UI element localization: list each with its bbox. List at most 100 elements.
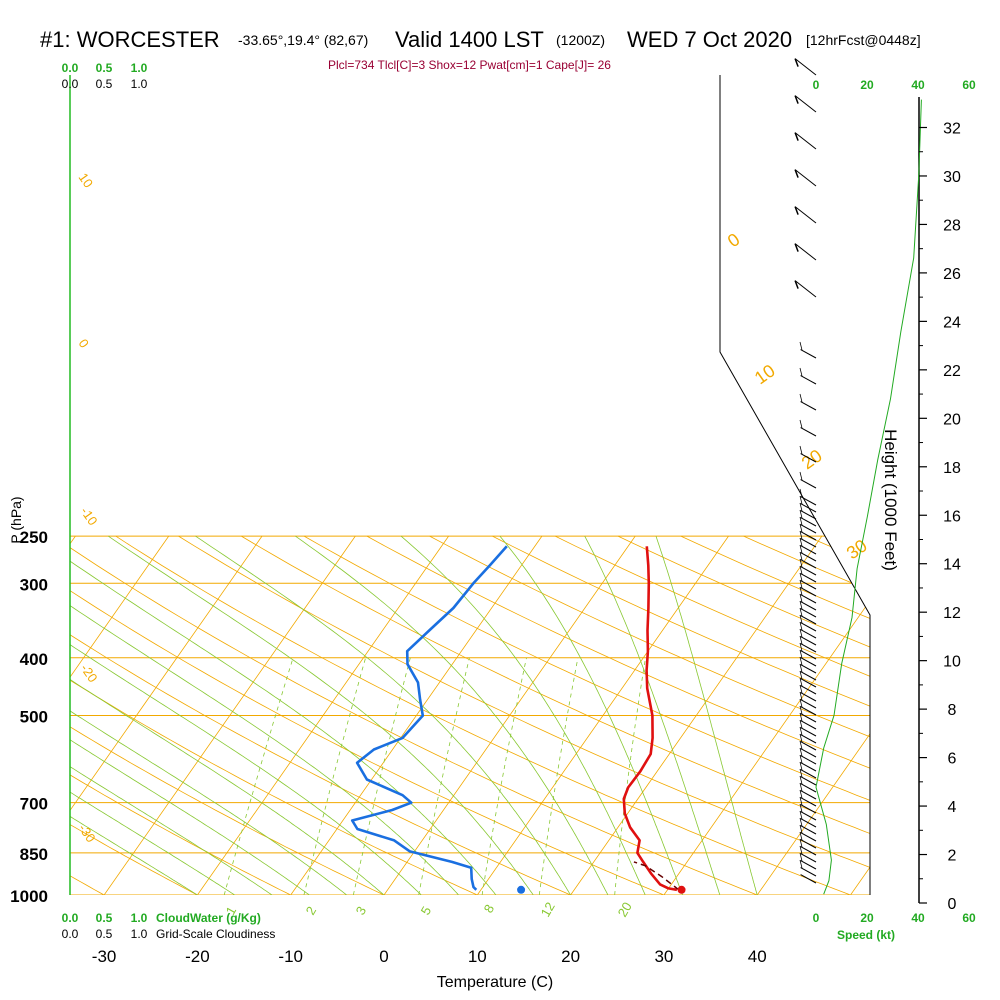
moist-adiabat-line — [70, 535, 347, 895]
height-tick-label: 4 — [948, 799, 957, 816]
pressure-tick-label: 500 — [20, 708, 48, 727]
dewpoint-surface-marker — [517, 885, 526, 894]
moist-adiabat-line — [70, 535, 273, 895]
station-name: #1: WORCESTER — [40, 27, 220, 52]
wind-barb — [800, 503, 817, 513]
height-tick-label: 24 — [943, 314, 961, 331]
cloud-water-top-tick: 0.0 — [62, 61, 79, 75]
wind-barb — [800, 650, 817, 660]
forecast-date: WED 7 Oct 2020 — [627, 27, 793, 52]
moist-adiabat-line — [655, 535, 758, 895]
speed-bottom-tick: 20 — [860, 911, 874, 925]
wind-barb-tick — [799, 367, 803, 377]
mixing-ratio-label: 12 — [538, 899, 558, 919]
wind-barb — [800, 401, 817, 411]
wind-barb — [800, 685, 817, 695]
pressure-tick-label: 1000 — [10, 887, 48, 906]
wind-barb-flag — [794, 243, 799, 252]
wind-barb — [800, 496, 817, 506]
wind-barb-flag — [794, 95, 799, 104]
diagram-background-lines — [70, 535, 870, 895]
temperature-profile — [622, 546, 678, 892]
height-tick-label: 18 — [943, 460, 961, 477]
wind-barb-tick — [799, 530, 803, 540]
wind-barb-tick — [799, 859, 803, 869]
speed-top-tick: 0 — [813, 78, 820, 92]
wind-barb — [800, 531, 817, 541]
height-tick-label: 28 — [943, 217, 961, 234]
wind-barb-tick — [799, 796, 803, 806]
mixing-ratio-line — [614, 657, 646, 895]
wind-barb — [800, 479, 817, 489]
mixing-ratio-label: 8 — [481, 902, 498, 916]
wind-barb — [800, 664, 817, 674]
wind-barb — [800, 818, 817, 828]
pressure-tick-label: 250 — [20, 528, 48, 547]
wind-barb-tick — [799, 817, 803, 827]
wind-barb-flag — [794, 206, 799, 215]
dry-adiabat-label: 10 — [76, 170, 97, 190]
wind-barb-tick — [799, 393, 803, 403]
wind-barb-tick — [799, 565, 803, 575]
height-tick-label: 0 — [948, 896, 957, 913]
wind-barb-tick — [799, 677, 803, 687]
wind-barb — [800, 349, 817, 359]
wind-barb-tick — [799, 684, 803, 694]
wind-speed-line — [815, 99, 922, 895]
wind-barb — [800, 587, 817, 597]
wind-barb — [800, 734, 817, 744]
wind-barb — [800, 601, 817, 611]
speed-axis-title: Speed (kt) — [837, 928, 895, 942]
chart-title: #1: WORCESTER -33.65°,19.4° (82,67) Vali… — [0, 27, 1000, 61]
wind-barb-tick — [799, 754, 803, 764]
pressure-tick-label: 700 — [20, 795, 48, 814]
height-tick-label: 12 — [943, 605, 961, 622]
moist-adiabat-line — [70, 535, 310, 895]
height-tick-label: 16 — [943, 508, 961, 525]
sounding-profiles — [350, 545, 680, 892]
dry-adiabat-label: -30 — [76, 821, 99, 845]
wind-barb — [800, 755, 817, 765]
wind-barb-flag — [794, 169, 799, 178]
wind-barb — [800, 545, 817, 555]
surface-markers — [517, 885, 686, 894]
wind-barb — [800, 825, 817, 835]
mixing-ratio-label: 20 — [615, 899, 635, 919]
frame-right-edge — [719, 75, 871, 895]
wind-barb-tick — [799, 691, 803, 701]
wind-barb — [800, 769, 817, 779]
wind-barb — [800, 552, 817, 562]
wind-barbs — [794, 58, 817, 884]
wind-barb — [800, 559, 817, 569]
height-tick-label: 30 — [943, 169, 961, 186]
height-tick-label: 10 — [943, 654, 961, 671]
dry-adiabat-label: -10 — [78, 504, 101, 528]
wind-barb — [800, 874, 817, 884]
station-coords: -33.65°,19.4° (82,67) — [238, 32, 369, 48]
wind-barb-tick — [799, 789, 803, 799]
dry-adiabat-line — [70, 535, 665, 895]
moist-adiabat-label: 30 — [843, 535, 871, 563]
wind-barb — [800, 776, 817, 786]
mixing-ratio-line — [418, 657, 470, 895]
speed-top-tick: 40 — [911, 78, 925, 92]
wind-barb — [800, 594, 817, 604]
wind-barb — [800, 580, 817, 590]
height-tick-label: 32 — [943, 121, 961, 138]
height-tick-label: 22 — [943, 363, 961, 380]
pressure-tick-label: 850 — [20, 845, 48, 864]
height-tick-label: 2 — [948, 848, 957, 865]
cloudiness-top-tick: 0.0 — [62, 77, 79, 91]
temperature-tick-label: 10 — [468, 947, 487, 966]
wind-barb-tick — [799, 509, 803, 519]
wind-barb — [800, 811, 817, 821]
wind-barb-tick — [799, 740, 803, 750]
wind-barb-tick — [799, 719, 803, 729]
wind-barb — [800, 783, 817, 793]
wind-barb — [794, 243, 817, 261]
cloud-water-bottom-tick: 0.5 — [96, 911, 113, 925]
